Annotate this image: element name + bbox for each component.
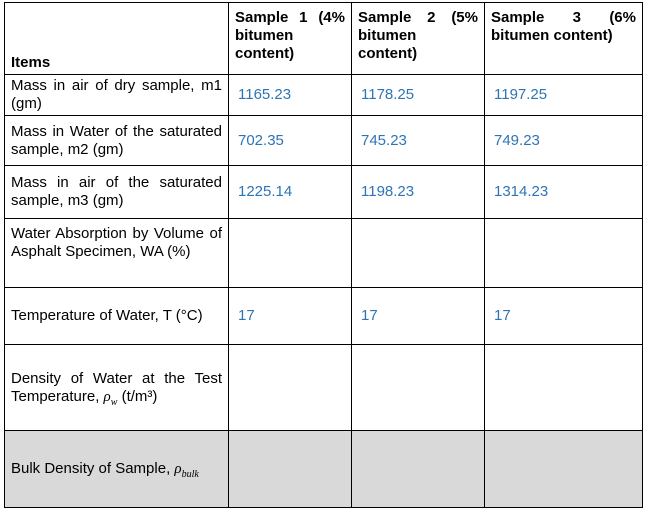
value: 1165.23 (238, 86, 292, 103)
value: 745.23 (361, 131, 407, 149)
table-row: Mass in air of the saturated sample, m3 … (4, 165, 643, 219)
table-row: Water Absorption by Volume of Asphalt Sp… (4, 218, 643, 288)
value-cell: 17 (228, 287, 352, 345)
row-label-cell: Density of Water at the Test Temperature… (4, 344, 229, 431)
value-cell (228, 344, 352, 431)
value-cell (228, 430, 352, 508)
value-cell: 1198.23 (351, 165, 485, 219)
value-cell: 745.23 (351, 115, 485, 166)
value-cell: 17 (351, 287, 485, 345)
value-cell: 749.23 (484, 115, 643, 166)
data-table: Items Sample 1 (4% bitumen content) Samp… (4, 2, 643, 508)
header-row: Items Sample 1 (4% bitumen content) Samp… (4, 2, 643, 75)
row-label-cell: Mass in air of the saturated sample, m3 … (4, 165, 229, 219)
row-label: Mass in air of dry sample, m1 (gm) (11, 77, 222, 112)
symbol: ρ (174, 461, 182, 477)
value-cell: 1197.25 (484, 74, 643, 116)
row-label-cell: Temperature of Water, T (°C) (4, 287, 229, 345)
value-cell (484, 344, 643, 431)
value-cell: 1314.23 (484, 165, 643, 219)
table-row: Density of Water at the Test Temperature… (4, 344, 643, 431)
row-label-cell: Water Absorption by Volume of Asphalt Sp… (4, 218, 229, 288)
value: 1178.25 (361, 86, 415, 103)
symbol: ρ (103, 388, 111, 405)
table-row: Bulk Density of Sample, ρbulk (4, 430, 643, 508)
row-label-cell: Mass in Water of the saturated sample, m… (4, 115, 229, 166)
value-cell: 1178.25 (351, 74, 485, 116)
header-cell: Items (4, 2, 229, 75)
row-label: Density of Water at the Test Temperature… (11, 369, 222, 405)
value-cell: 702.35 (228, 115, 352, 166)
row-label-cell: Mass in air of dry sample, m1 (gm) (4, 74, 229, 116)
row-label: Mass in air of the saturated sample, m3 … (11, 174, 222, 209)
value: 749.23 (494, 131, 540, 149)
value-cell: 17 (484, 287, 643, 345)
value-cell (351, 344, 485, 431)
value-cell: 1225.14 (228, 165, 352, 219)
header-cell: Sample 1 (4% bitumen content) (228, 2, 352, 75)
table-row: Temperature of Water, T (°C) 17 17 17 (4, 287, 643, 345)
value: 1225.14 (238, 183, 293, 200)
table-body: Items Sample 1 (4% bitumen content) Samp… (4, 2, 643, 508)
value-cell (351, 218, 485, 288)
value: 17 (494, 307, 511, 324)
unit: (t/m³) (121, 387, 158, 405)
value: 1197.25 (494, 86, 548, 103)
value-cell (351, 430, 485, 508)
row-label: Mass in Water of the saturated sample, m… (11, 122, 222, 158)
value-cell: 1165.23 (228, 74, 352, 116)
row-label: Bulk Density of Sample, (11, 460, 171, 477)
value: 702.35 (238, 131, 284, 149)
value: 17 (361, 307, 378, 324)
header-cell: Sample 2 (5% bitumen content) (351, 2, 485, 75)
value-cell (228, 218, 352, 288)
table-row: Mass in air of dry sample, m1 (gm) 1165.2… (4, 74, 643, 116)
value: 17 (238, 307, 255, 324)
value-cell (484, 430, 643, 508)
header-cell: Sample 3 (6% bitumen content) (484, 2, 643, 75)
symbol-subscript: bulk (181, 469, 199, 480)
value: 1314.23 (494, 183, 549, 200)
row-label: Temperature of Water, T (°C) (11, 307, 203, 324)
row-label-cell: Bulk Density of Sample, ρbulk (4, 430, 229, 508)
value-cell (484, 218, 643, 288)
symbol-subscript: w (110, 396, 118, 408)
row-label: Water Absorption by Volume of Asphalt Sp… (11, 225, 222, 260)
table-row: Mass in Water of the saturated sample, m… (4, 115, 643, 166)
value: 1198.23 (361, 183, 415, 200)
